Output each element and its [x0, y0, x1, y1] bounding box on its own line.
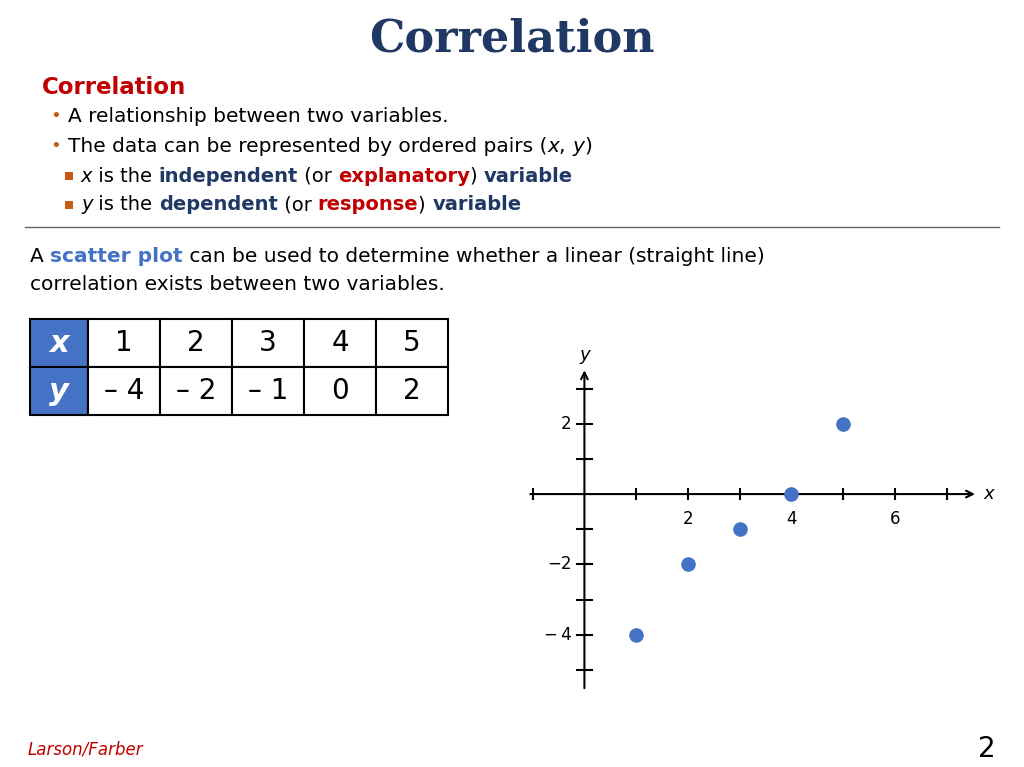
- Text: 3: 3: [259, 329, 276, 357]
- Text: y: y: [580, 346, 590, 364]
- Text: response: response: [317, 196, 419, 215]
- Text: −2: −2: [547, 555, 571, 574]
- Bar: [88, 367, 160, 415]
- Text: variable: variable: [484, 166, 573, 186]
- Text: 2: 2: [403, 377, 421, 405]
- Text: is the: is the: [92, 166, 159, 186]
- Point: [783, 488, 800, 500]
- Text: 0: 0: [331, 377, 349, 405]
- Text: y: y: [49, 377, 69, 406]
- Text: •: •: [50, 137, 60, 155]
- Text: explanatory: explanatory: [338, 166, 470, 186]
- Bar: [65, 201, 73, 209]
- Text: ): ): [584, 137, 592, 156]
- Bar: [30, 367, 88, 415]
- Bar: [160, 319, 232, 367]
- Point: [680, 558, 696, 571]
- Text: x: x: [81, 166, 92, 186]
- Text: Correlation: Correlation: [370, 18, 654, 61]
- Text: 1: 1: [115, 329, 133, 357]
- Bar: [304, 319, 376, 367]
- Text: (or: (or: [298, 166, 338, 186]
- Bar: [65, 172, 73, 180]
- Bar: [232, 319, 304, 367]
- Text: 2: 2: [683, 510, 693, 528]
- Text: A relationship between two variables.: A relationship between two variables.: [68, 107, 449, 126]
- Text: 2: 2: [978, 735, 996, 763]
- Text: can be used to determine whether a linear (straight line): can be used to determine whether a linea…: [182, 248, 765, 266]
- Text: y: y: [81, 196, 92, 215]
- Point: [628, 629, 644, 641]
- Bar: [88, 319, 160, 367]
- Text: correlation exists between two variables.: correlation exists between two variables…: [30, 275, 444, 294]
- Text: •: •: [50, 107, 60, 125]
- Text: − 4: − 4: [544, 626, 571, 644]
- Text: variable: variable: [432, 196, 521, 215]
- Text: Larson/Farber: Larson/Farber: [28, 740, 143, 758]
- Text: The data can be represented by ordered pairs (: The data can be represented by ordered p…: [68, 137, 548, 156]
- Text: Correlation: Correlation: [42, 75, 186, 98]
- Bar: [232, 367, 304, 415]
- Text: 2: 2: [187, 329, 205, 357]
- Text: y: y: [572, 137, 584, 156]
- Text: x: x: [983, 485, 993, 503]
- Text: ): ): [419, 196, 432, 215]
- Text: 6: 6: [890, 510, 900, 528]
- Text: dependent: dependent: [159, 196, 278, 215]
- Text: x: x: [548, 137, 559, 156]
- Text: – 1: – 1: [248, 377, 288, 405]
- Text: x: x: [49, 328, 69, 357]
- Text: – 4: – 4: [103, 377, 144, 405]
- Text: – 2: – 2: [176, 377, 216, 405]
- Text: scatter plot: scatter plot: [50, 248, 182, 266]
- Point: [835, 417, 851, 430]
- Text: is the: is the: [92, 196, 159, 215]
- Text: 2: 2: [561, 415, 571, 433]
- Text: (or: (or: [278, 196, 317, 215]
- Text: independent: independent: [159, 166, 298, 186]
- Bar: [304, 367, 376, 415]
- Text: ,: ,: [559, 137, 572, 156]
- Text: 4: 4: [331, 329, 349, 357]
- Bar: [160, 367, 232, 415]
- Bar: [376, 367, 449, 415]
- Text: A: A: [30, 248, 50, 266]
- Text: 4: 4: [786, 510, 797, 528]
- Text: 5: 5: [403, 329, 421, 357]
- Bar: [376, 319, 449, 367]
- Point: [731, 523, 748, 535]
- Bar: [30, 319, 88, 367]
- Text: ): ): [470, 166, 484, 186]
